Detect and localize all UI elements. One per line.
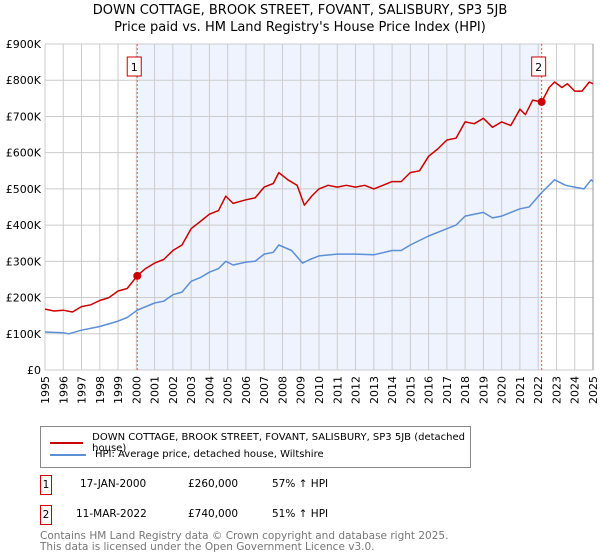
y-tick-label: £800K xyxy=(6,74,42,87)
legend-item-price: DOWN COTTAGE, BROOK STREET, FOVANT, SALI… xyxy=(50,432,470,454)
transaction-marker: 2 xyxy=(40,505,52,525)
x-tick-label: 2000 xyxy=(130,376,143,404)
x-tick-label: 2009 xyxy=(295,376,308,404)
x-tick-label: 2023 xyxy=(550,376,563,404)
y-tick-label: £100K xyxy=(6,328,42,341)
legend-swatch-price xyxy=(50,442,84,444)
x-tick-label: 1997 xyxy=(76,376,89,404)
legend-label: HPI: Average price, detached house, Wilt… xyxy=(95,449,324,460)
x-tick-label: 2003 xyxy=(185,376,198,404)
plot-area: 1995 1996 1997 1998 1999 2000 2001 2002 2003 2004… xyxy=(6,38,600,404)
x-tick-label: 1998 xyxy=(94,376,107,404)
x-tick-label: 2020 xyxy=(496,376,509,404)
y-tick-label: £700K xyxy=(6,110,42,123)
transaction-marker-box xyxy=(531,56,547,77)
x-tick-label: 2019 xyxy=(477,376,490,404)
footer-line-2: This data is licensed under the Open Gov… xyxy=(40,541,375,553)
sale-point xyxy=(133,271,142,280)
x-tick-label: 2010 xyxy=(313,376,326,404)
x-tick-label: 2011 xyxy=(331,376,344,404)
x-tick-label: 2025 xyxy=(587,376,600,404)
x-tick-label: 2022 xyxy=(532,376,545,404)
x-tick-label: 2017 xyxy=(441,376,454,404)
transaction-price: £260,000 xyxy=(188,478,239,490)
x-tick-label: 2013 xyxy=(368,376,381,404)
x-tick-label: 2004 xyxy=(203,376,216,404)
x-tick-label: 2014 xyxy=(386,376,399,404)
price-paid-line xyxy=(44,81,594,313)
title-line-2: Price paid vs. HM Land Registry's House … xyxy=(114,20,486,35)
y-tick-label: £0 xyxy=(27,364,41,377)
chart-title: DOWN COTTAGE, BROOK STREET, FOVANT, SALI… xyxy=(0,2,600,36)
x-tick-label: 2024 xyxy=(569,376,582,404)
x-tick-label: 1996 xyxy=(57,376,70,404)
transaction-marker-label: 2 xyxy=(535,61,542,74)
x-tick-label: 1995 xyxy=(39,376,52,404)
x-tick-label: 2006 xyxy=(240,376,253,404)
x-tick-label: 2005 xyxy=(222,376,235,404)
x-tick-label: 2008 xyxy=(276,376,289,404)
x-tick-label: 2001 xyxy=(149,376,162,404)
y-tick-label: £600K xyxy=(6,147,42,160)
x-tick-label: 2018 xyxy=(459,376,472,404)
transaction-hpi: 51% ↑ HPI xyxy=(272,508,329,520)
hpi-line xyxy=(44,179,594,335)
legend-swatch-hpi xyxy=(50,453,86,456)
transaction-marker-label: 1 xyxy=(131,61,138,74)
legend: DOWN COTTAGE, BROOK STREET, FOVANT, SALI… xyxy=(40,426,471,468)
transaction-marker-box xyxy=(126,56,142,77)
transaction-date: 11-MAR-2022 xyxy=(76,508,147,520)
title-line-1: DOWN COTTAGE, BROOK STREET, FOVANT, SALI… xyxy=(92,3,508,18)
footer: Contains HM Land Registry data © Crown c… xyxy=(40,531,448,553)
x-tick-label: 1999 xyxy=(112,376,125,404)
y-tick-label: £900K xyxy=(6,38,42,51)
transaction-hpi: 57% ↑ HPI xyxy=(272,478,329,490)
x-tick-label: 2016 xyxy=(423,376,436,404)
y-tick-label: £400K xyxy=(6,219,42,232)
x-tick-label: 2002 xyxy=(167,376,180,404)
x-tick-label: 2021 xyxy=(514,376,527,404)
transaction-date: 17-JAN-2000 xyxy=(80,478,147,490)
x-tick-label: 2015 xyxy=(404,376,417,404)
y-tick-label: £300K xyxy=(6,255,42,268)
x-tick-label: 2012 xyxy=(350,376,363,404)
x-tick-label: 2007 xyxy=(258,376,271,404)
legend-item-hpi: HPI: Average price, detached house, Wilt… xyxy=(50,449,324,460)
ownership-period-shade xyxy=(137,44,542,370)
footer-line-1: Contains HM Land Registry data © Crown c… xyxy=(40,530,449,542)
transaction-marker: 1 xyxy=(40,475,52,495)
legend-label: DOWN COTTAGE, BROOK STREET, FOVANT, SALI… xyxy=(92,432,465,454)
transaction-price: £740,000 xyxy=(188,508,239,520)
sale-point xyxy=(537,97,546,106)
y-tick-label: £200K xyxy=(6,292,42,305)
y-tick-label: £500K xyxy=(6,183,42,196)
